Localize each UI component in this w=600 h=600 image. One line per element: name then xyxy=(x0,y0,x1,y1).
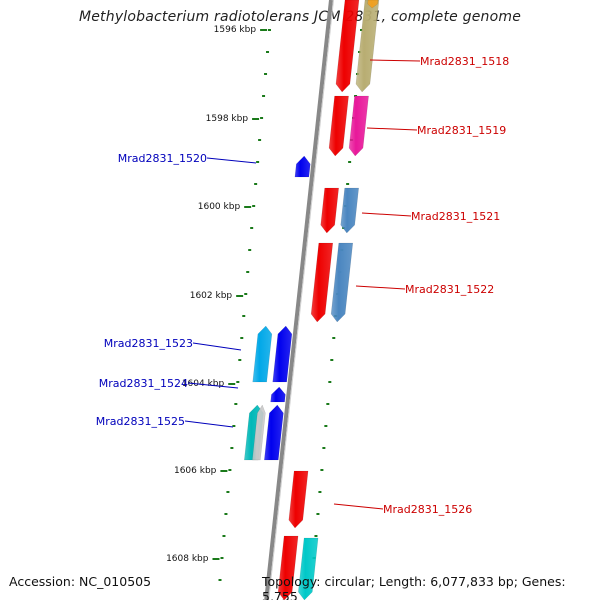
reverse-cds-arrow[interactable] xyxy=(272,325,293,383)
leader-line xyxy=(369,59,421,62)
reverse-cds-arrow[interactable] xyxy=(294,155,311,178)
leader-line xyxy=(192,342,242,351)
forward-cds-arrow[interactable] xyxy=(335,0,360,93)
gene-label-reverse[interactable]: Mrad2831_1520 xyxy=(118,152,207,165)
leader-line xyxy=(333,503,384,510)
leader-line xyxy=(361,212,412,217)
gene-features xyxy=(244,0,380,600)
leader-line xyxy=(366,127,418,131)
ruler-label: 1608 kbp xyxy=(166,554,209,564)
accession-label: Accession: NC_010505 xyxy=(9,574,152,589)
topology-label: Topology: circular; Length: 6,077,833 bp… xyxy=(262,574,566,600)
ruler-label: 1606 kbp xyxy=(174,466,217,476)
leader-line xyxy=(187,382,239,389)
leader-line xyxy=(184,420,234,428)
gene-label-forward[interactable]: Mrad2831_1526 xyxy=(383,503,472,516)
forward-cds-arrow[interactable] xyxy=(277,535,299,600)
gene-label-forward[interactable]: Mrad2831_1519 xyxy=(417,124,506,137)
gene-label-reverse[interactable]: Mrad2831_1523 xyxy=(104,337,193,350)
cog-arrow[interactable] xyxy=(355,0,380,93)
ruler-label: 1602 kbp xyxy=(190,291,233,301)
forward-cds-arrow[interactable] xyxy=(328,95,349,157)
leader-line xyxy=(206,157,257,164)
reverse-cds-arrow[interactable] xyxy=(270,386,286,403)
genome-title: Methylobacterium radiotolerans JCM 2831,… xyxy=(78,9,522,25)
forward-cds-arrow[interactable] xyxy=(310,242,334,323)
backbone-line xyxy=(264,0,333,600)
forward-cds-arrow[interactable] xyxy=(367,0,379,9)
gene-label-forward[interactable]: Mrad2831_1522 xyxy=(405,283,494,296)
cog-arrow[interactable] xyxy=(330,242,354,323)
cog-arrow[interactable] xyxy=(348,95,369,157)
ruler-label: 1598 kbp xyxy=(206,114,249,124)
forward-cds-arrow[interactable] xyxy=(288,470,309,529)
ruler-label: 1600 kbp xyxy=(198,202,241,212)
ruler-label: 1604 kbp xyxy=(182,379,225,389)
cog-arrow[interactable] xyxy=(340,187,359,234)
leader-line xyxy=(355,285,406,290)
forward-cds-arrow[interactable] xyxy=(320,187,339,234)
reverse-cds-arrow[interactable] xyxy=(264,404,284,461)
gene-label-reverse[interactable]: Mrad2831_1525 xyxy=(96,415,185,428)
ruler-label: 1596 kbp xyxy=(214,25,257,35)
gene-label-forward[interactable]: Mrad2831_1518 xyxy=(420,55,509,68)
gene-label-forward[interactable]: Mrad2831_1521 xyxy=(411,210,500,223)
cog-arrow[interactable] xyxy=(298,537,319,600)
cog-arrow[interactable] xyxy=(252,325,273,383)
cog-arrow[interactable] xyxy=(252,404,266,461)
genome-backbone xyxy=(264,0,334,600)
gene-labels: Mrad2831_1518 Mrad2831_1519 Mrad2831_1521 M… xyxy=(96,55,509,516)
gene-label-reverse[interactable]: Mrad2831_1524 xyxy=(99,377,188,390)
